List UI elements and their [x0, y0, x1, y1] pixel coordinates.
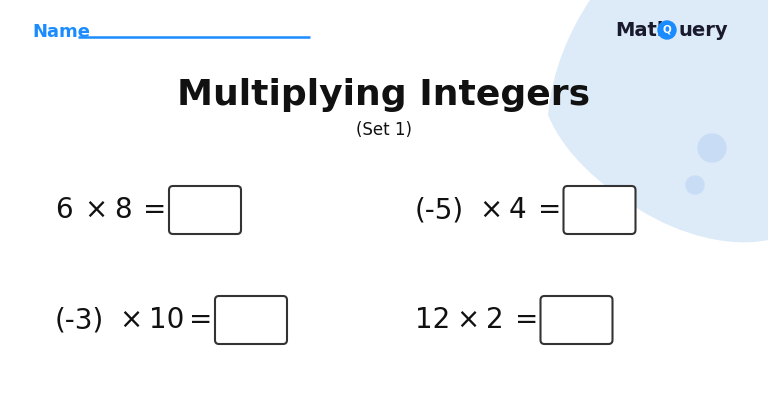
- PathPatch shape: [548, 0, 768, 242]
- Circle shape: [698, 134, 726, 162]
- Circle shape: [658, 21, 676, 39]
- FancyBboxPatch shape: [215, 296, 287, 344]
- Text: (-3): (-3): [55, 306, 104, 334]
- Text: 8: 8: [114, 196, 131, 224]
- Text: =: =: [144, 196, 167, 224]
- Text: Q: Q: [663, 25, 671, 35]
- Text: 6: 6: [55, 196, 73, 224]
- Text: ×: ×: [84, 196, 108, 224]
- Circle shape: [686, 176, 704, 194]
- Text: 10: 10: [148, 306, 184, 334]
- Text: Multiplying Integers: Multiplying Integers: [177, 78, 591, 112]
- Text: Name: Name: [32, 23, 90, 41]
- Text: 12: 12: [415, 306, 450, 334]
- Text: ×: ×: [456, 306, 479, 334]
- Text: =: =: [538, 196, 561, 224]
- FancyBboxPatch shape: [541, 296, 613, 344]
- FancyBboxPatch shape: [169, 186, 241, 234]
- Text: =: =: [190, 306, 213, 334]
- Text: (Set 1): (Set 1): [356, 121, 412, 139]
- Text: (-5): (-5): [415, 196, 464, 224]
- Text: =: =: [515, 306, 538, 334]
- Text: Math: Math: [615, 20, 670, 40]
- FancyBboxPatch shape: [564, 186, 635, 234]
- Text: uery: uery: [678, 20, 727, 40]
- Text: 2: 2: [485, 306, 503, 334]
- Text: ×: ×: [119, 306, 142, 334]
- Text: 4: 4: [508, 196, 526, 224]
- Text: ×: ×: [479, 196, 502, 224]
